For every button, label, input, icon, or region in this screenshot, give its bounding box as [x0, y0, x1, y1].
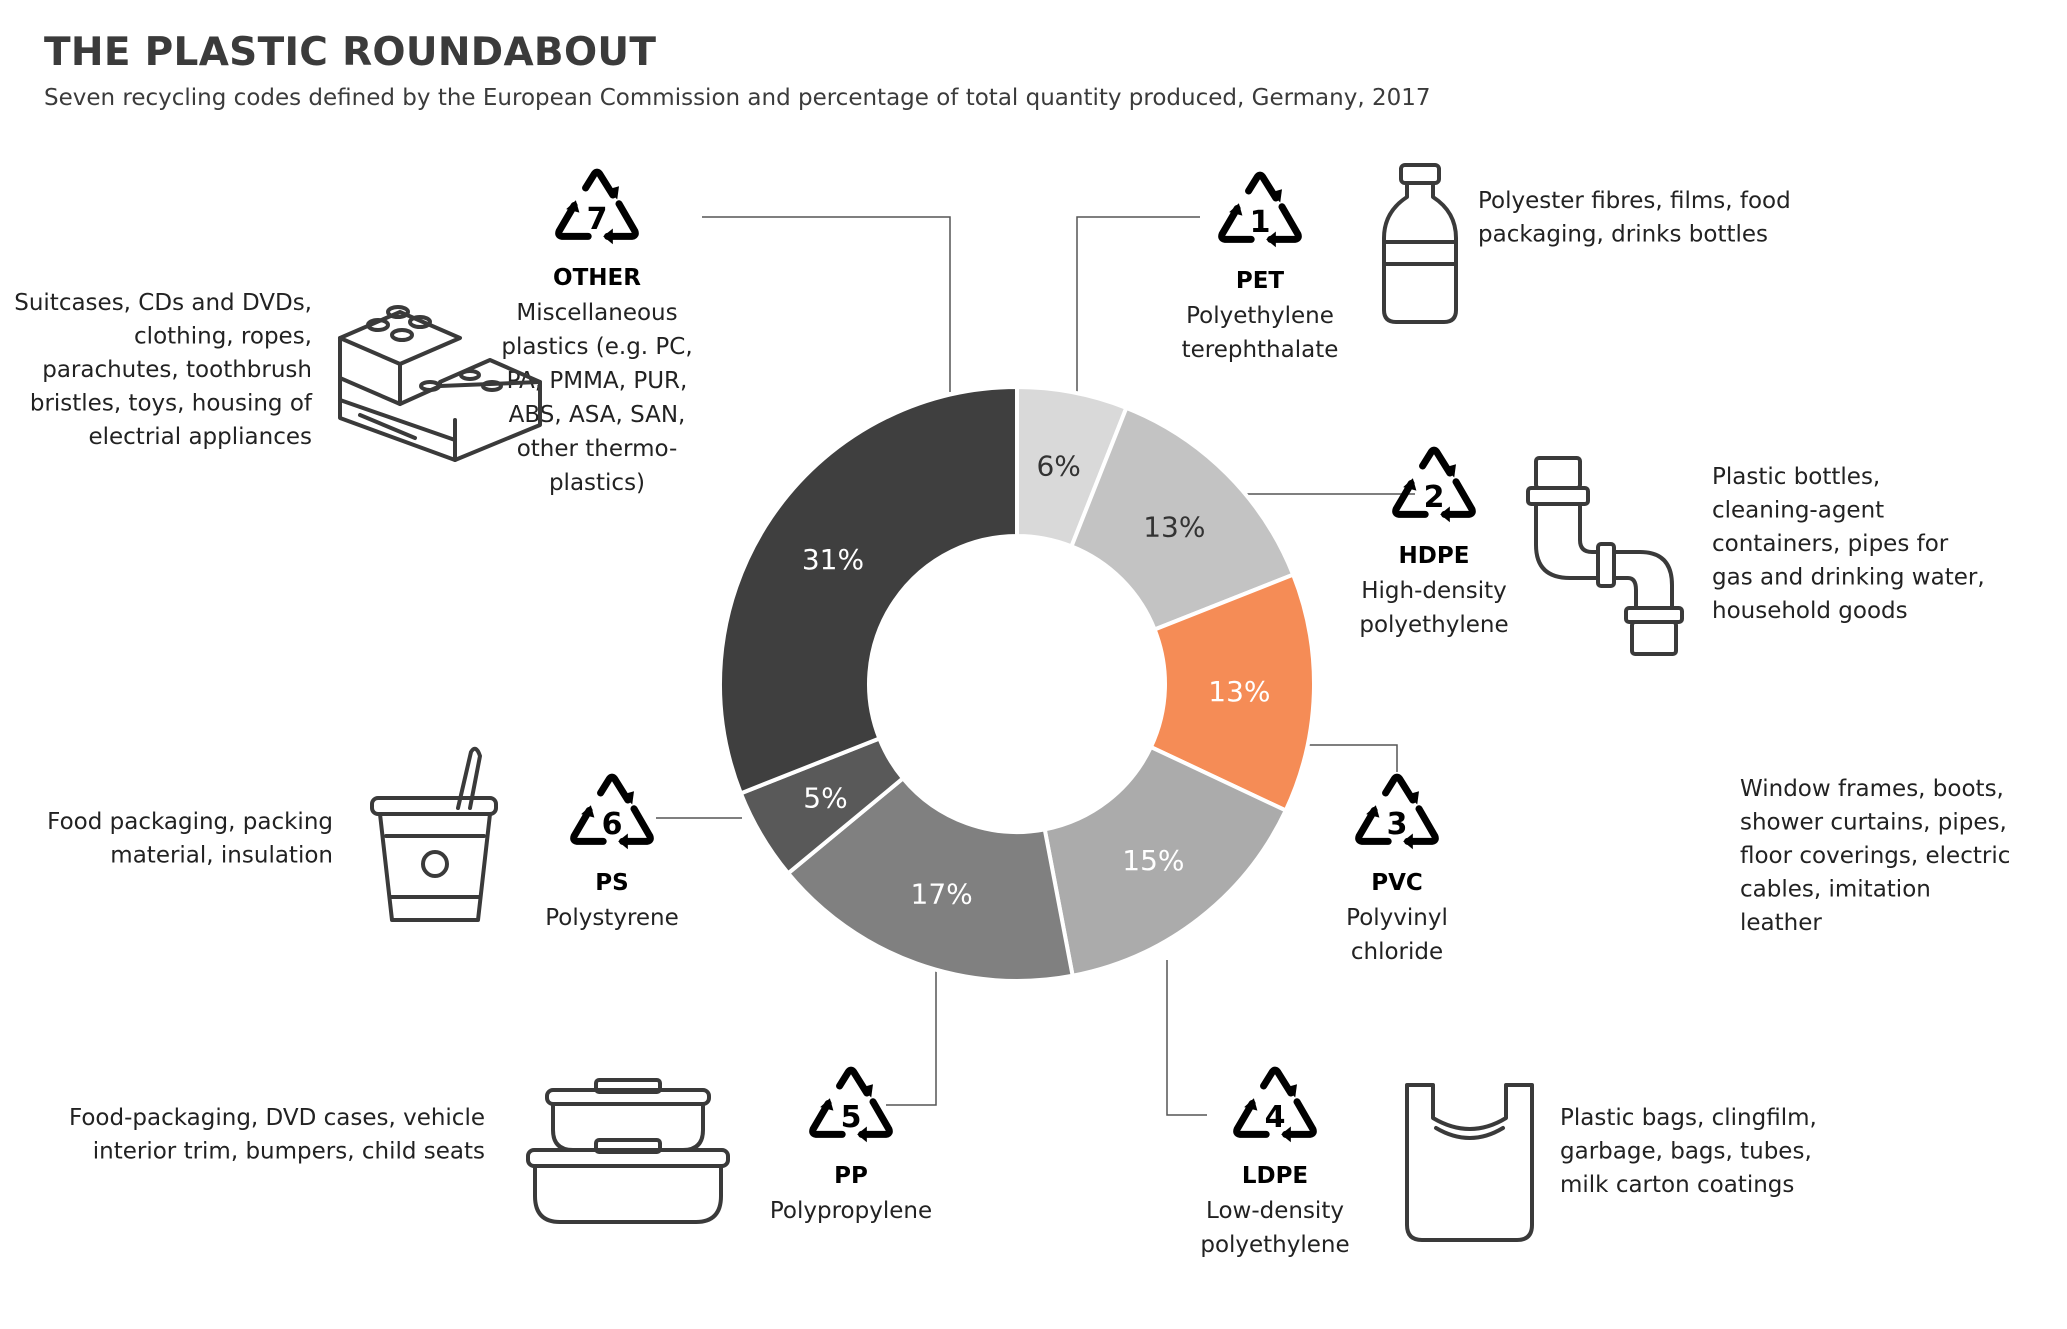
slice-label-ps: 5%: [803, 781, 847, 814]
code-number: 4: [1265, 1100, 1286, 1135]
recycling-symbol-icon: [570, 773, 654, 850]
code-abbreviation: PVC: [1371, 870, 1423, 896]
code-abbreviation: PET: [1236, 268, 1285, 294]
usage-text-pp: Food-packaging, DVD cases, vehicle: [69, 1105, 485, 1131]
code-full-name: Low-density: [1206, 1198, 1344, 1224]
code-full-name: plastics (e.g. PC,: [501, 334, 692, 360]
usage-text-hdpe: cleaning-agent: [1712, 498, 1884, 524]
code-3-group: 3 PVC Polyvinyl chloride: [1346, 773, 1448, 965]
leader-lines: [656, 216, 1415, 1116]
code-1-group: 1 PET Polyethylene terephthalate: [1182, 171, 1339, 363]
code-full-name: chloride: [1351, 939, 1443, 965]
slice-label-ldpe: 15%: [1122, 844, 1184, 877]
usage-text-pvc: leather: [1740, 910, 1822, 936]
recycling-symbol-icon: [1233, 1066, 1317, 1143]
code-number: 1: [1250, 205, 1271, 240]
code-abbreviation: PS: [595, 870, 628, 896]
usage-text-pp: interior trim, bumpers, child seats: [93, 1139, 485, 1165]
recycling-codes: 1 PET Polyethylene terephthalate 2 HDPE High-d…: [501, 168, 1509, 1258]
leader-line-pvc: [1298, 744, 1398, 772]
usage-text-ps: Food packaging, packing: [47, 809, 333, 835]
pipe-icon: [1526, 456, 1684, 656]
usage-text-ldpe: milk carton coatings: [1560, 1172, 1794, 1198]
code-number: 7: [587, 202, 608, 237]
code-abbreviation: PP: [834, 1163, 868, 1189]
usage-texts: Polyester fibres, films, food packaging, …: [14, 188, 2010, 1198]
usage-text-pvc: shower curtains, pipes,: [1740, 810, 2007, 836]
usage-text-hdpe: containers, pipes for: [1712, 531, 1949, 557]
donut-slice-pp: [785, 775, 1075, 983]
code-number: 6: [602, 807, 623, 842]
usage-text-other: electrial appliances: [88, 424, 312, 450]
donut-chart: 6% 13% 13% 15% 17% 5% 31%: [718, 384, 1316, 983]
usage-icons: [338, 163, 1684, 1242]
code-full-name: polyethylene: [1359, 612, 1508, 638]
code-abbreviation: HDPE: [1399, 543, 1470, 569]
recycling-symbol-icon: [1392, 446, 1476, 523]
usage-text-pet: packaging, drinks bottles: [1478, 222, 1768, 248]
donut-slice-pvc: [1148, 572, 1316, 814]
plastic-bag-icon: [1405, 1083, 1534, 1242]
usage-text-pvc: floor coverings, electric: [1740, 843, 2010, 869]
recycling-symbol-icon: [809, 1066, 893, 1143]
code-full-name: other thermo-: [517, 436, 678, 462]
leader-line-ldpe: [1166, 960, 1207, 1116]
code-number: 5: [841, 1100, 862, 1135]
code-full-name: Polystyrene: [545, 905, 679, 931]
usage-text-ldpe: Plastic bags, clingfilm,: [1560, 1105, 1817, 1131]
yogurt-cup-icon: [370, 746, 498, 922]
slice-label-pet: 6%: [1036, 449, 1080, 482]
leader-line-pet: [1076, 216, 1200, 397]
slice-label-pvc: 13%: [1208, 675, 1270, 708]
usage-text-hdpe: gas and drinking water,: [1712, 565, 1985, 591]
code-full-name: ABS, ASA, SAN,: [509, 402, 686, 428]
code-full-name: plastics): [549, 470, 645, 496]
leader-line-other: [702, 216, 951, 392]
code-full-name: Polyethylene: [1186, 303, 1334, 329]
slice-label-pp: 17%: [911, 877, 973, 910]
leader-line-pp: [886, 966, 937, 1106]
usage-text-ps: material, insulation: [110, 843, 333, 869]
donut-slice-ldpe: [1042, 744, 1289, 979]
chart-subtitle: Seven recycling codes defined by the Eur…: [44, 85, 1431, 111]
code-full-name: terephthalate: [1182, 337, 1339, 363]
usage-text-ldpe: garbage, bags, tubes,: [1560, 1139, 1812, 1165]
donut-slice-other: [718, 384, 1019, 796]
food-containers-icon: [526, 1078, 730, 1224]
usage-text-hdpe: Plastic bottles,: [1712, 464, 1880, 490]
recycling-symbol-icon: [555, 168, 639, 245]
usage-text-other: bristles, toys, housing of: [30, 391, 313, 417]
code-full-name: Polyvinyl: [1346, 905, 1448, 931]
code-full-name: Polypropylene: [770, 1198, 932, 1224]
recycling-symbol-icon: [1218, 171, 1302, 248]
recycling-symbol-icon: [1355, 773, 1439, 850]
slice-label-hdpe: 13%: [1143, 511, 1205, 544]
usage-text-other: Suitcases, CDs and DVDs,: [14, 290, 312, 316]
usage-text-other: parachutes, toothbrush: [42, 357, 312, 383]
usage-text-pvc: Window frames, boots,: [1740, 776, 2004, 802]
toy-bricks-icon: [338, 305, 542, 462]
code-number: 2: [1424, 480, 1445, 515]
usage-text-pvc: cables, imitation: [1740, 877, 1931, 903]
usage-text-pet: Polyester fibres, films, food: [1478, 188, 1791, 214]
donut-slice-hdpe: [1068, 405, 1296, 633]
usage-text-other: clothing, ropes,: [134, 324, 312, 350]
code-2-group: 2 HDPE High-density polyethylene: [1359, 446, 1509, 638]
bottle-icon: [1382, 163, 1458, 324]
usage-text-hdpe: household goods: [1712, 598, 1908, 624]
code-full-name: polyethylene: [1200, 1232, 1349, 1258]
slice-label-other: 31%: [802, 543, 864, 576]
chart-title: THE PLASTIC ROUNDABOUT: [44, 30, 657, 75]
code-abbreviation: OTHER: [553, 265, 641, 291]
code-number: 3: [1387, 807, 1408, 842]
code-6-group: 6 PS Polystyrene: [545, 773, 679, 931]
code-abbreviation: LDPE: [1242, 1163, 1308, 1189]
code-full-name: High-density: [1361, 578, 1507, 604]
code-4-group: 4 LDPE Low-density polyethylene: [1200, 1066, 1350, 1258]
code-5-group: 5 PP Polypropylene: [770, 1066, 932, 1224]
code-full-name: Miscellaneous: [516, 300, 677, 326]
